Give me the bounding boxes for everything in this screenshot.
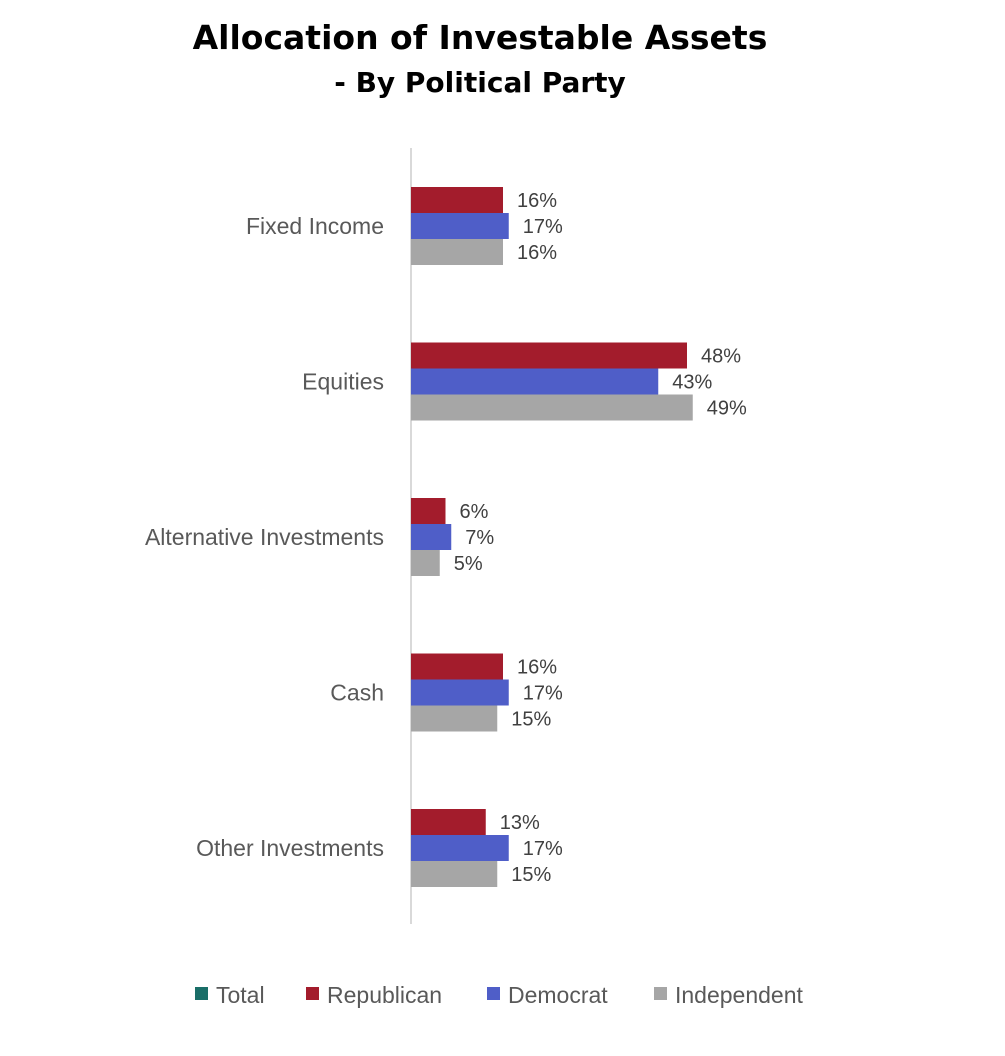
bar: [411, 861, 498, 887]
data-label: 5%: [454, 553, 483, 575]
bar: [411, 213, 509, 239]
bar: [411, 342, 687, 369]
category-label: Fixed Income: [246, 213, 384, 239]
category-label: Cash: [330, 680, 384, 706]
data-label: 17%: [523, 838, 563, 860]
data-label: 16%: [517, 190, 557, 212]
bar: [411, 187, 503, 213]
data-label: 17%: [523, 683, 563, 705]
legend-swatch: [306, 987, 319, 1000]
legend-swatch: [654, 987, 667, 1000]
legend-entry: Republican: [327, 982, 442, 1008]
bar: [411, 498, 446, 524]
bar: [411, 550, 440, 576]
data-label: 13%: [500, 812, 540, 834]
bar: [411, 835, 509, 861]
category-label: Other Investments: [196, 835, 384, 861]
bar: [411, 679, 509, 706]
data-label: 43%: [672, 372, 712, 394]
bar: [411, 368, 659, 395]
data-label: 16%: [517, 657, 557, 679]
bar: [411, 809, 486, 835]
data-label: 17%: [523, 216, 563, 238]
bar: [411, 705, 498, 732]
category-label: Alternative Investments: [145, 524, 384, 550]
legend-swatch: [195, 987, 208, 1000]
data-label: 6%: [460, 501, 489, 523]
data-label: 15%: [511, 709, 551, 731]
legend-swatch: [487, 987, 500, 1000]
chart-subtitle: - By Political Party: [334, 66, 626, 99]
bar: [411, 524, 452, 550]
legend-entry: Total: [216, 982, 265, 1008]
category-label: Equities: [302, 369, 384, 395]
chart-title: Allocation of Investable Assets: [192, 18, 768, 57]
legend-entry: Democrat: [508, 982, 608, 1008]
legend-entry: Independent: [675, 982, 804, 1008]
bar: [411, 394, 693, 421]
data-label: 16%: [517, 242, 557, 264]
data-label: 48%: [701, 346, 741, 368]
data-label: 7%: [465, 527, 494, 549]
bar: [411, 653, 503, 680]
data-label: 49%: [707, 398, 747, 420]
data-label: 15%: [511, 864, 551, 886]
bar: [411, 239, 503, 265]
